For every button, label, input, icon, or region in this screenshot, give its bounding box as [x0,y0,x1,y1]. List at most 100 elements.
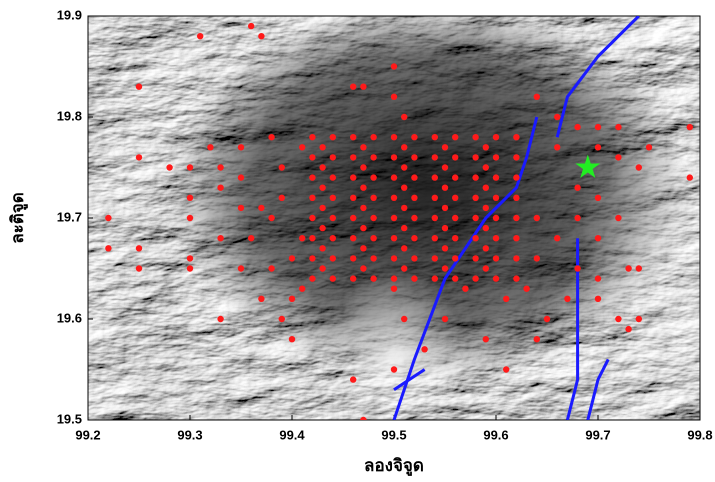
epicenter-point [279,195,285,201]
epicenter-point [350,134,356,140]
epicenter-point [319,225,325,231]
epicenter-point [391,63,397,69]
epicenter-point [513,154,519,160]
epicenter-point [289,296,295,302]
epicenter-point [554,144,560,150]
epicenter-point [217,185,223,191]
epicenter-point [258,33,264,39]
epicenter-point [442,316,448,322]
epicenter-point [595,275,601,281]
epicenter-point [442,164,448,170]
epicenter-point [513,255,519,261]
epicenter-point [421,346,427,352]
epicenter-point [309,275,315,281]
epicenter-point [472,235,478,241]
epicenter-point [513,235,519,241]
epicenter-point [238,265,244,271]
x-tick-label: 99.2 [75,427,100,442]
epicenter-point [330,134,336,140]
epicenter-point [687,174,693,180]
epicenter-point [483,265,489,271]
epicenter-point [483,245,489,251]
epicenter-point [523,286,529,292]
epicenter-point [625,326,631,332]
epicenter-point [452,255,458,261]
epicenter-point [187,215,193,221]
epicenter-point [279,164,285,170]
epicenter-point [268,265,274,271]
epicenter-point [391,94,397,100]
epicenter-point [360,245,366,251]
epicenter-point [309,255,315,261]
epicenter-point [330,195,336,201]
epicenter-point [493,134,499,140]
epicenter-point [391,366,397,372]
epicenter-point [309,195,315,201]
epicenter-point [483,205,489,211]
epicenter-point [309,134,315,140]
epicenter-point [472,174,478,180]
epicenter-point [136,154,142,160]
epicenter-point [401,245,407,251]
epicenter-point [442,205,448,211]
epicenter-point [391,154,397,160]
epicenter-point [217,316,223,322]
epicenter-point [258,296,264,302]
epicenter-point [513,134,519,140]
epicenter-point [615,154,621,160]
epicenter-point [452,134,458,140]
epicenter-point [513,215,519,221]
epicenter-point [493,174,499,180]
epicenter-point [401,316,407,322]
epicenter-point [350,255,356,261]
epicenter-point [217,235,223,241]
x-axis-title: ลองจิจูด [364,456,424,477]
epicenter-point [534,94,540,100]
epicenter-point [452,215,458,221]
epicenter-point [442,144,448,150]
epicenter-point [350,84,356,90]
epicenter-point [350,154,356,160]
epicenter-point [258,205,264,211]
epicenter-point [472,215,478,221]
epicenter-point [442,265,448,271]
epicenter-point [350,235,356,241]
epicenter-point [370,174,376,180]
epicenter-point [391,195,397,201]
epicenter-point [554,114,560,120]
epicenter-point [411,255,417,261]
epicenter-point [442,185,448,191]
epicenter-point [615,316,621,322]
x-tick-label: 99.6 [483,427,508,442]
epicenter-point [401,114,407,120]
epicenter-point [595,195,601,201]
epicenter-point [309,235,315,241]
x-tick-label: 99.8 [687,427,712,442]
epicenter-point [472,255,478,261]
epicenter-point [350,376,356,382]
epicenter-point [391,286,397,292]
epicenter-point [452,235,458,241]
epicenter-point [452,174,458,180]
epicenter-point [370,134,376,140]
epicenter-point [595,144,601,150]
epicenter-point [391,134,397,140]
epicenter-point [411,134,417,140]
epicenter-point [432,174,438,180]
epicenter-point [452,195,458,201]
epicenter-point [319,144,325,150]
epicenter-point [330,174,336,180]
y-tick-label: 19.5 [57,411,82,426]
epicenter-point [238,205,244,211]
x-tick-label: 99.5 [381,427,406,442]
epicenter-point [687,124,693,130]
epicenter-point [370,235,376,241]
epicenter-point [330,215,336,221]
epicenter-point [105,245,111,251]
epicenter-point [483,144,489,150]
epicenter-point [187,265,193,271]
epicenter-point [513,174,519,180]
epicenter-point [197,33,203,39]
epicenter-point [401,144,407,150]
epicenter-point [513,275,519,281]
